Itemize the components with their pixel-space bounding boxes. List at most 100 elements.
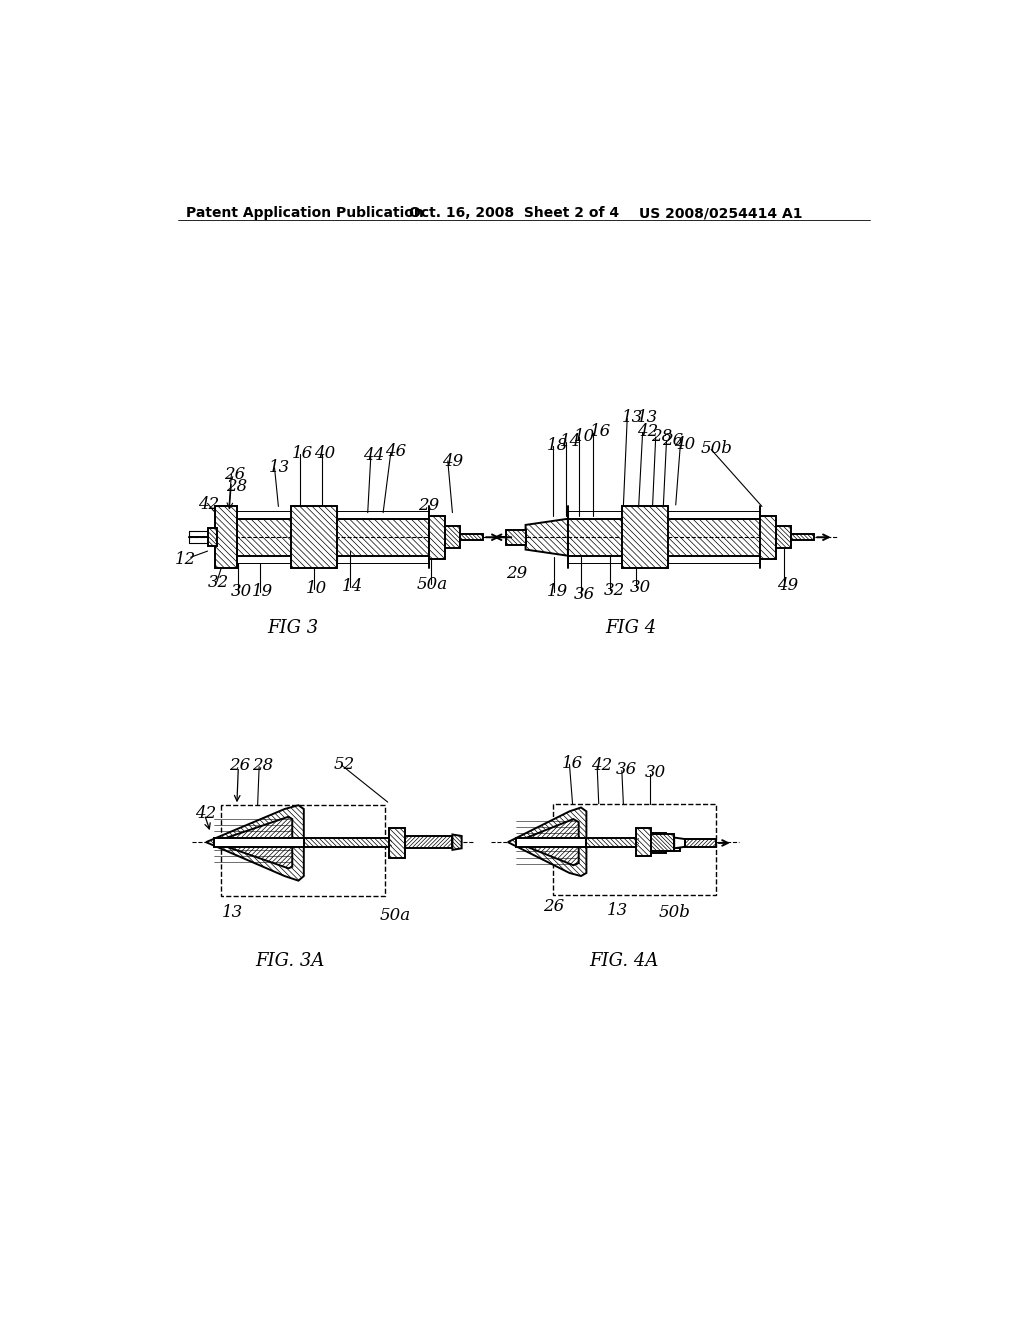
Polygon shape (508, 808, 587, 876)
Polygon shape (622, 507, 668, 568)
Text: 49: 49 (441, 453, 463, 470)
Text: 36: 36 (574, 586, 595, 603)
Text: 30: 30 (630, 578, 651, 595)
Text: 50b: 50b (700, 441, 732, 457)
Polygon shape (206, 805, 304, 880)
Text: 26: 26 (544, 898, 564, 915)
Polygon shape (636, 829, 651, 855)
Polygon shape (508, 808, 587, 876)
Polygon shape (568, 519, 761, 556)
Polygon shape (685, 840, 716, 847)
Text: 28: 28 (252, 758, 273, 775)
Text: Patent Application Publication: Patent Application Publication (186, 206, 424, 220)
Text: 40: 40 (674, 436, 695, 453)
Text: 18: 18 (547, 437, 567, 454)
Polygon shape (215, 507, 237, 568)
Text: 50a: 50a (417, 576, 449, 593)
Text: 32: 32 (603, 582, 625, 599)
Text: 26: 26 (662, 432, 683, 449)
Polygon shape (214, 817, 292, 869)
Text: 36: 36 (615, 762, 637, 779)
Polygon shape (460, 535, 483, 540)
Polygon shape (685, 840, 716, 847)
Polygon shape (587, 837, 639, 847)
Polygon shape (389, 829, 404, 858)
Polygon shape (291, 507, 337, 568)
Text: 42: 42 (199, 496, 219, 512)
Polygon shape (444, 527, 460, 548)
Polygon shape (525, 519, 568, 556)
Polygon shape (525, 519, 568, 556)
Text: 50a: 50a (380, 907, 412, 924)
Text: 14: 14 (560, 433, 582, 450)
Text: 28: 28 (651, 428, 673, 445)
Polygon shape (515, 818, 579, 866)
Polygon shape (215, 507, 237, 568)
Text: 13: 13 (606, 903, 628, 919)
Text: 13: 13 (637, 409, 658, 426)
Text: 40: 40 (313, 445, 335, 462)
Text: 42: 42 (637, 424, 658, 441)
Polygon shape (214, 817, 292, 869)
Polygon shape (776, 527, 792, 548)
Polygon shape (291, 507, 337, 568)
Text: 19: 19 (547, 583, 567, 601)
Text: 32: 32 (208, 574, 228, 591)
Text: 42: 42 (196, 805, 216, 822)
Polygon shape (651, 834, 674, 851)
Text: 46: 46 (385, 444, 406, 461)
Text: 13: 13 (221, 904, 243, 921)
Polygon shape (208, 528, 217, 546)
Polygon shape (389, 829, 404, 858)
Text: 14: 14 (342, 578, 364, 595)
Text: Oct. 16, 2008  Sheet 2 of 4: Oct. 16, 2008 Sheet 2 of 4 (410, 206, 620, 220)
Polygon shape (761, 516, 776, 558)
Text: 16: 16 (562, 755, 583, 772)
Text: 26: 26 (224, 466, 246, 483)
Polygon shape (506, 529, 525, 545)
Polygon shape (674, 837, 685, 849)
Polygon shape (453, 834, 462, 850)
Polygon shape (304, 837, 392, 847)
Text: 13: 13 (622, 409, 643, 426)
Polygon shape (761, 516, 776, 558)
Polygon shape (515, 837, 587, 847)
Text: 19: 19 (252, 583, 273, 601)
Text: 52: 52 (334, 756, 355, 774)
Polygon shape (776, 527, 792, 548)
Text: 10: 10 (306, 581, 328, 598)
Polygon shape (587, 837, 639, 847)
Polygon shape (237, 519, 429, 556)
Polygon shape (651, 834, 674, 851)
Polygon shape (792, 535, 814, 540)
Text: 28: 28 (226, 478, 247, 495)
Text: 16: 16 (292, 445, 313, 462)
Text: 50b: 50b (658, 904, 690, 921)
Polygon shape (404, 836, 453, 849)
Text: 30: 30 (230, 583, 252, 601)
Polygon shape (304, 837, 392, 847)
Text: 16: 16 (590, 424, 610, 441)
Polygon shape (206, 805, 304, 880)
Text: 26: 26 (229, 758, 251, 775)
Text: US 2008/0254414 A1: US 2008/0254414 A1 (639, 206, 802, 220)
Text: 42: 42 (591, 758, 612, 775)
Polygon shape (429, 516, 444, 558)
Polygon shape (208, 528, 217, 546)
Text: FIG 4: FIG 4 (605, 619, 656, 636)
Text: 49: 49 (777, 577, 799, 594)
Polygon shape (622, 507, 668, 568)
Text: FIG 3: FIG 3 (267, 619, 318, 636)
Polygon shape (568, 519, 761, 556)
Polygon shape (636, 829, 651, 855)
Polygon shape (515, 818, 579, 866)
Text: 44: 44 (364, 447, 384, 465)
Polygon shape (444, 527, 460, 548)
Polygon shape (506, 529, 525, 545)
Polygon shape (651, 833, 680, 853)
Text: 13: 13 (269, 459, 291, 475)
Text: 29: 29 (506, 565, 527, 582)
Polygon shape (792, 535, 814, 540)
Polygon shape (214, 837, 304, 847)
Text: 29: 29 (419, 498, 439, 515)
